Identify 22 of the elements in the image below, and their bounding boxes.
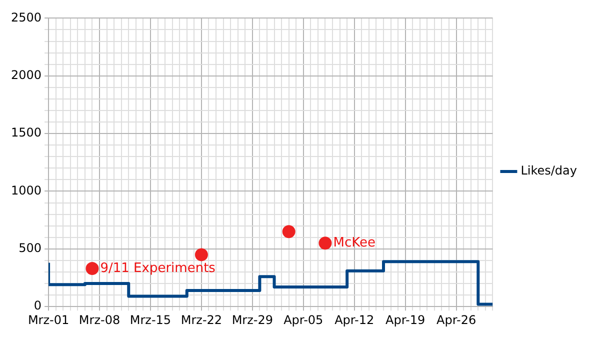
y-tick-label: 2000 — [10, 68, 42, 82]
x-tick-label: Mrz-01 — [28, 312, 70, 327]
annotation: 9/11 Experiments — [100, 260, 216, 276]
y-tick-label: 500 — [18, 241, 42, 256]
point — [318, 236, 332, 250]
point — [282, 225, 296, 238]
y-tick-label: 2500 — [10, 10, 42, 24]
x-tick-label: Apr-26 — [436, 312, 476, 327]
y-tick-label: 0 — [34, 298, 42, 313]
x-tick-label: Apr-05 — [284, 312, 324, 327]
x-tick-label: Mrz-08 — [78, 312, 120, 327]
annotation: McKee — [333, 236, 376, 251]
x-tick-label: Mrz-15 — [130, 312, 172, 327]
x-tick-label: Apr-19 — [386, 312, 426, 327]
x-tick-label: Mrz-29 — [232, 312, 274, 327]
point — [194, 248, 208, 262]
x-tick-label: Mrz-22 — [180, 312, 222, 327]
legend-label: Likes/day — [520, 164, 578, 178]
point — [86, 262, 99, 276]
y-tick-label: 1500 — [10, 126, 42, 140]
x-tick-label: Apr-12 — [334, 312, 374, 327]
y-tick-label: 1000 — [10, 183, 42, 198]
